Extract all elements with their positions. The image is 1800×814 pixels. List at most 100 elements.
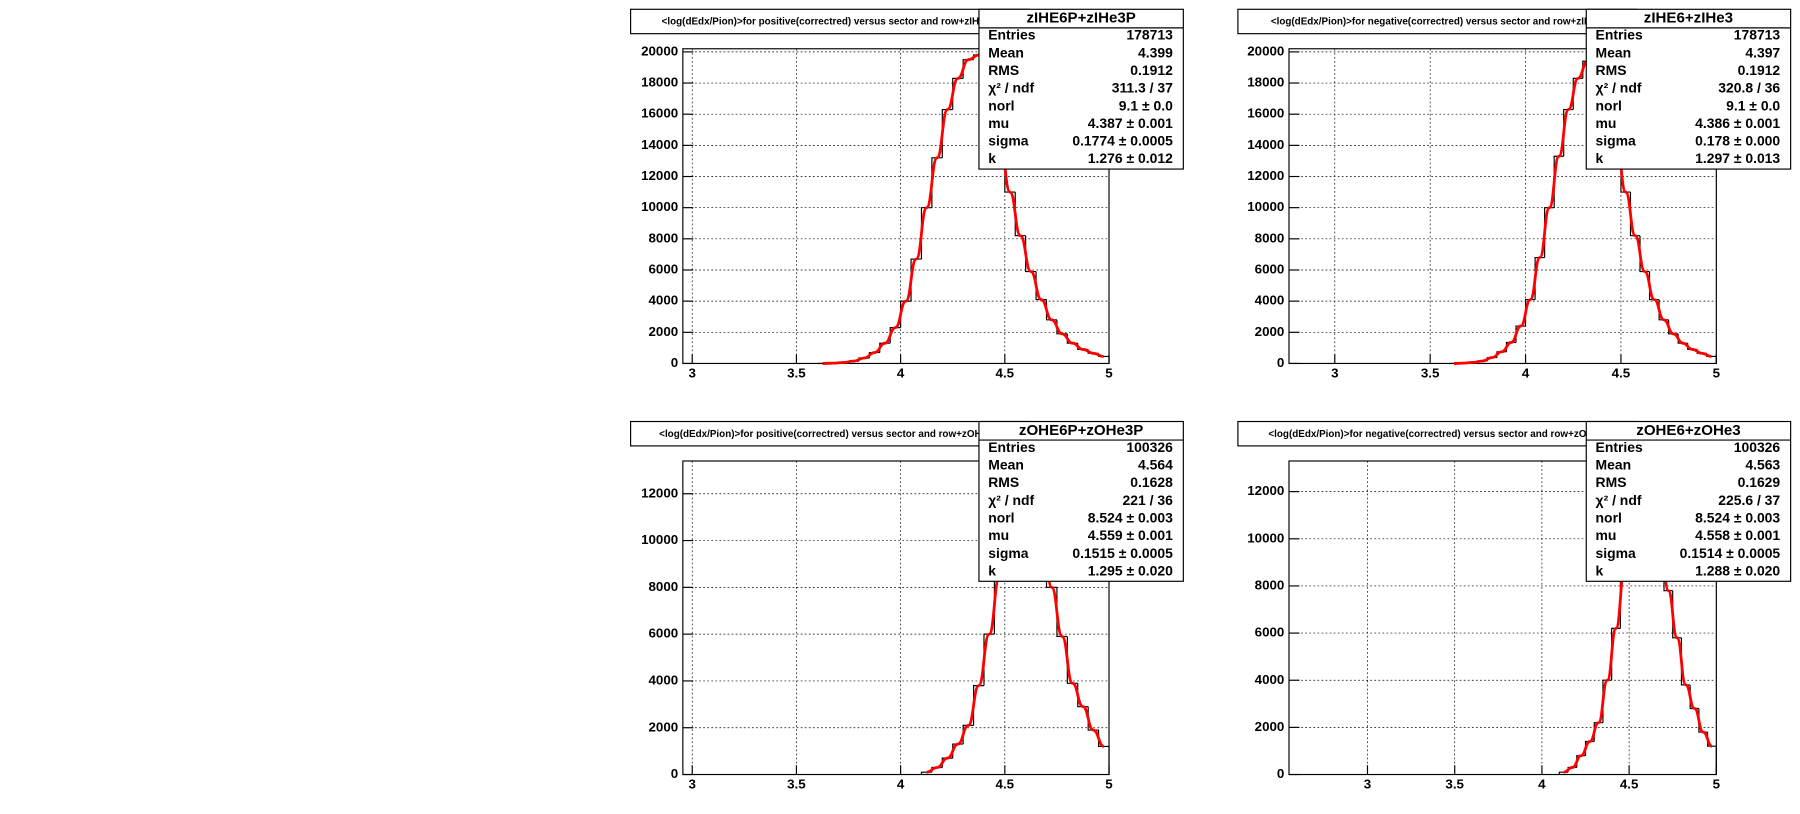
stats-title: zIHE6+zIHe3: [1644, 10, 1733, 27]
y-tick-label: 18000: [641, 75, 678, 90]
y-tick-label: 18000: [1247, 75, 1284, 90]
stats-key: k: [988, 562, 996, 578]
y-tick-label: 6000: [649, 626, 679, 641]
stats-key: Mean: [1596, 457, 1632, 473]
y-tick-label: 20000: [1247, 43, 1284, 58]
stats-key: Mean: [988, 44, 1024, 60]
fit-curve: [1454, 55, 1712, 365]
x-tick-label: 4.5: [1620, 777, 1639, 792]
y-tick-label: 10000: [1247, 199, 1284, 214]
y-tick-label: 6000: [1255, 262, 1285, 277]
stats-box: [1585, 420, 1792, 582]
y-tick-label: 16000: [1247, 106, 1284, 121]
fit-curve: [822, 53, 1104, 365]
stats-value: 221 / 36: [1123, 492, 1174, 508]
chart-title: <log(dEdx/Pion)>for positive(correctred)…: [662, 17, 997, 28]
y-tick-label: 8000: [649, 579, 679, 594]
stats-key: χ² / ndf: [988, 80, 1034, 96]
stats-value: 4.558 ± 0.001: [1695, 527, 1780, 543]
y-tick-label: 10000: [641, 199, 678, 214]
x-tick-label: 5: [1713, 365, 1721, 380]
title-box: [1237, 420, 1637, 447]
x-tick-label: 4: [897, 365, 905, 380]
y-tick-label: 0: [1277, 766, 1284, 781]
stats-value: 9.1 ± 0.0: [1119, 97, 1173, 113]
x-tick-label: 4: [897, 777, 905, 792]
stats-value: 4.387 ± 0.001: [1088, 115, 1173, 131]
stats-value: 0.1515 ± 0.0005: [1072, 545, 1173, 561]
stats-key: k: [1596, 150, 1604, 166]
stats-key: k: [988, 150, 996, 166]
stats-key: sigma: [1596, 133, 1636, 149]
y-tick-label: 10000: [641, 532, 678, 547]
y-tick-label: 12000: [1247, 483, 1284, 498]
stats-value: 4.386 ± 0.001: [1695, 115, 1780, 131]
y-tick-label: 6000: [649, 262, 679, 277]
stats-key: Mean: [988, 457, 1024, 473]
stats-value: 1.288 ± 0.020: [1695, 562, 1780, 578]
stats-key: mu: [988, 115, 1009, 131]
stats-key: Mean: [1596, 44, 1632, 60]
stats-value: 100326: [1734, 439, 1781, 455]
stats-value: 1.297 ± 0.013: [1695, 150, 1780, 166]
x-tick-label: 4.5: [1612, 365, 1631, 380]
y-tick-label: 12000: [641, 168, 678, 183]
chart-title: <log(dEdx/Pion)>for negative(correctred)…: [1271, 17, 1603, 28]
stats-value: 9.1 ± 0.0: [1726, 97, 1780, 113]
y-tick-label: 0: [671, 766, 678, 781]
stats-value: 311.3 / 37: [1112, 80, 1173, 96]
y-tick-label: 8000: [1255, 577, 1285, 592]
stats-value: 0.1774 ± 0.0005: [1072, 133, 1173, 149]
y-tick-label: 2000: [649, 324, 679, 339]
stats-value: 100326: [1126, 439, 1173, 455]
y-tick-label: 10000: [1247, 530, 1284, 545]
stats-value: 4.399: [1138, 44, 1173, 60]
x-tick-label: 4: [1538, 777, 1546, 792]
x-tick-label: 4.5: [996, 777, 1015, 792]
x-tick-label: 3.5: [787, 777, 806, 792]
stats-value: 1.295 ± 0.020: [1088, 562, 1173, 578]
x-tick-label: 3.5: [787, 365, 806, 380]
x-tick-label: 5: [1713, 777, 1721, 792]
x-tick-label: 5: [1105, 365, 1113, 380]
y-tick-label: 20000: [641, 43, 678, 58]
y-tick-label: 2000: [649, 719, 679, 734]
y-tick-label: 14000: [1247, 137, 1284, 152]
chart-title: <log(dEdx/Pion)>for negative(correctred)…: [1268, 429, 1605, 440]
x-tick-label: 3: [1331, 365, 1338, 380]
x-tick-label: 3: [689, 365, 696, 380]
stats-key: RMS: [1596, 474, 1627, 490]
stats-key: Entries: [1596, 439, 1643, 455]
y-tick-label: 14000: [641, 137, 678, 152]
title-box: [630, 420, 1030, 447]
stats-value: 178713: [1734, 27, 1781, 43]
stats-key: sigma: [988, 545, 1028, 561]
stats-key: RMS: [988, 474, 1019, 490]
stats-value: 178713: [1126, 27, 1173, 43]
y-tick-label: 6000: [1255, 625, 1285, 640]
y-tick-label: 0: [1277, 355, 1284, 370]
y-tick-label: 8000: [649, 230, 679, 245]
stats-value: 0.1628: [1130, 474, 1173, 490]
stats-title: zIHE6P+zIHe3P: [1026, 10, 1135, 27]
stats-key: norl: [1596, 510, 1622, 526]
y-tick-label: 12000: [641, 485, 678, 500]
stats-key: Entries: [1596, 27, 1643, 43]
y-tick-label: 16000: [641, 106, 678, 121]
y-tick-label: 4000: [1255, 293, 1285, 308]
stats-value: 0.1629: [1738, 474, 1781, 490]
chart-title: <log(dEdx/Pion)>for positive(correctred)…: [659, 429, 999, 440]
stats-value: 320.8 / 36: [1718, 80, 1780, 96]
stats-value: 225.6 / 37: [1718, 492, 1780, 508]
stats-key: norl: [988, 97, 1014, 113]
stats-box: [978, 420, 1184, 582]
y-tick-label: 0: [671, 355, 678, 370]
x-tick-label: 5: [1105, 777, 1113, 792]
stats-value: 1.276 ± 0.012: [1088, 150, 1173, 166]
y-tick-label: 2000: [1255, 324, 1285, 339]
y-tick-label: 12000: [1247, 168, 1284, 183]
stats-key: Entries: [988, 439, 1035, 455]
stats-key: RMS: [988, 62, 1019, 78]
stats-key: χ² / ndf: [1596, 80, 1642, 96]
